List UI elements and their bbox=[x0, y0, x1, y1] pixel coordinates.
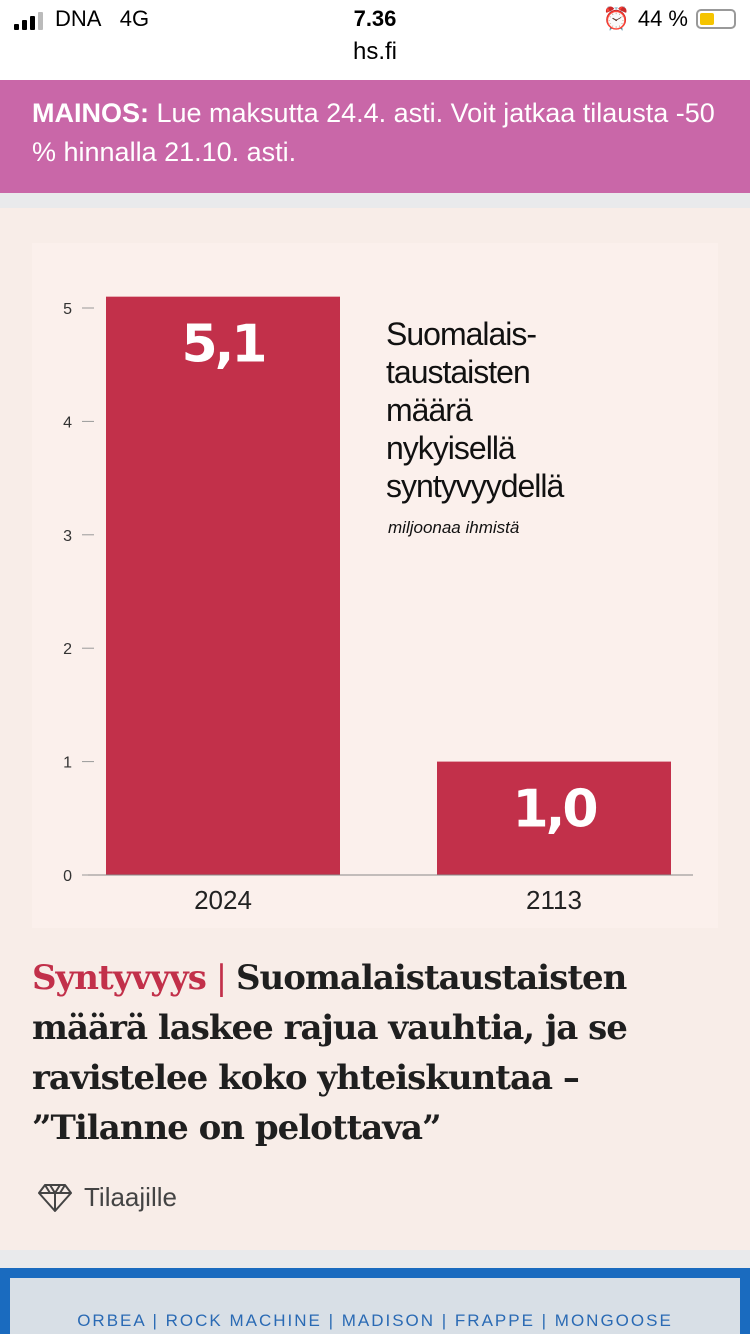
ad-label: MAINOS: bbox=[32, 98, 149, 128]
article-title: Suomalaistaustaisten määrä laskee rajua … bbox=[32, 958, 628, 1148]
subscriber-label: Tilaajille bbox=[84, 1182, 177, 1212]
y-tick-label: 1 bbox=[63, 755, 72, 772]
y-tick-label: 4 bbox=[63, 414, 72, 431]
ad-text: Lue maksutta 24.4. asti. Voit jatkaa til… bbox=[32, 98, 715, 167]
y-tick-label: 3 bbox=[63, 528, 72, 545]
bar-2024 bbox=[106, 296, 340, 875]
chart-title-line: syntyvyydellä bbox=[386, 468, 565, 504]
chart-title-line: nykyisellä bbox=[386, 430, 516, 466]
article-headline[interactable]: Syntyvyys | Suomalaistaustaisten määrä l… bbox=[32, 953, 722, 1153]
x-tick-label: 2024 bbox=[194, 885, 252, 915]
signal-icon bbox=[14, 12, 43, 30]
chart-title-line: määrä bbox=[386, 392, 473, 428]
y-tick-label: 5 bbox=[63, 301, 72, 318]
ad-banner[interactable]: MAINOS: Lue maksutta 24.4. asti. Voit ja… bbox=[0, 80, 750, 193]
y-tick-label: 2 bbox=[63, 641, 72, 658]
x-tick-label: 2113 bbox=[526, 885, 582, 915]
battery-percent: 44 % bbox=[637, 6, 688, 31]
article-kicker: Syntyvyys bbox=[32, 958, 207, 998]
alarm-icon: ⏰ bbox=[602, 6, 630, 31]
bar-chart: 0 1 2 3 4 5 5,1 2024 1,0 2113 Suomalais-taustaiste… bbox=[32, 243, 718, 928]
carrier: DNA 4G bbox=[55, 6, 150, 31]
data-label: 1,0 bbox=[512, 780, 596, 840]
diamond-icon bbox=[38, 1183, 72, 1212]
bottom-ad-text: ORBEA | ROCK MACHINE | MADISON | FRAPPE … bbox=[10, 1278, 740, 1334]
bar-2113 bbox=[437, 761, 671, 875]
bottom-ad[interactable]: ORBEA | ROCK MACHINE | MADISON | FRAPPE … bbox=[0, 1268, 750, 1334]
kicker-separator: | bbox=[205, 958, 236, 998]
address-bar[interactable]: hs.fi bbox=[352, 38, 397, 65]
chart-title-line: taustaisten bbox=[386, 354, 530, 390]
chart-title-line: Suomalais- bbox=[386, 316, 536, 352]
chart-subtitle: miljoonaa ihmistä bbox=[388, 518, 519, 537]
y-tick-label: 0 bbox=[63, 868, 72, 885]
status-bar: DNA 4G 7.36 hs.fi ⏰ 44 % bbox=[0, 0, 750, 80]
article-card[interactable]: 0 1 2 3 4 5 5,1 2024 1,0 2113 Suomalais-taustaiste… bbox=[0, 208, 750, 1250]
data-label: 5,1 bbox=[181, 315, 264, 375]
clock: 7.36 bbox=[353, 6, 397, 31]
battery-icon bbox=[696, 9, 736, 29]
